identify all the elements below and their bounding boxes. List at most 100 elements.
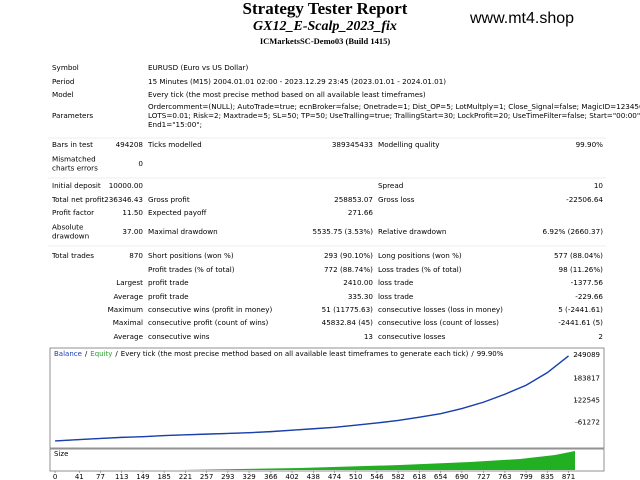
cell-text: Every tick (the most precise method base…	[148, 90, 426, 99]
cell-text: Modelling quality	[378, 140, 440, 149]
cell-text: Ordercomment=(NULL); AutoTrade=true; ecn…	[148, 102, 640, 111]
cell-text: Maximum	[108, 305, 143, 314]
cell-text: -2441.61 (5)	[558, 318, 603, 327]
x-tick-label: 582	[391, 473, 404, 480]
cell-text: Expected payoff	[148, 208, 207, 217]
x-tick-label: 510	[349, 473, 362, 480]
cell-text: 236346.43	[104, 195, 143, 204]
cell-text: consecutive losses	[378, 332, 446, 341]
cell-text: 6.92% (2660.37)	[543, 227, 604, 236]
x-tick-label: 329	[242, 473, 255, 480]
cell-text: Ticks modelled	[147, 140, 202, 149]
x-tick-label: 293	[221, 473, 234, 480]
cell-text: loss trade	[378, 278, 414, 287]
cell-text: Model	[52, 90, 74, 99]
legend-separator: /	[85, 350, 88, 358]
cell-text: loss trade	[378, 292, 414, 301]
report-subtitle: GX12_E-Scalp_2023_fix	[253, 19, 397, 34]
size-label: Size	[54, 450, 68, 458]
cell-text: Average	[113, 332, 143, 341]
cell-text: 2	[598, 332, 603, 341]
server: ICMarketsSC-Demo03 (Build 1415)	[260, 36, 390, 46]
x-tick-label: 366	[264, 473, 278, 480]
cell-text: Total net profit	[51, 195, 104, 204]
cell-text: 15 Minutes (M15) 2004.01.01 02:00 - 2023…	[148, 77, 446, 86]
cell-text: Long positions (won %)	[378, 251, 462, 260]
cell-text: 37.00	[122, 227, 143, 236]
y-tick-label: 122545	[573, 397, 600, 405]
cell-text: EURUSD (Euro vs US Dollar)	[148, 63, 248, 72]
cell-text: 51 (11775.63)	[322, 305, 374, 314]
cell-text: 293 (90.10%)	[324, 251, 373, 260]
cell-text: Bars in test	[52, 140, 93, 149]
cell-text: Mismatched	[52, 155, 96, 164]
legend-entry: Equity	[90, 350, 112, 358]
chart: Balance / Equity / Every tick (the most prec…	[49, 347, 605, 480]
cell-text: Average	[113, 292, 143, 301]
legend: Balance / Equity / Every tick (the most prec…	[54, 350, 504, 358]
cell-text: Loss trades (% of total)	[378, 265, 462, 274]
cell-text: 258853.07	[334, 195, 373, 204]
x-tick-label: 149	[136, 473, 149, 480]
cell-text: drawdown	[52, 232, 89, 241]
cell-text: -22506.64	[566, 195, 603, 204]
x-tick-label: 0	[53, 473, 57, 480]
cell-text: charts errors	[52, 164, 98, 173]
cell-text: Absolute	[52, 223, 84, 232]
cell-text: Parameters	[52, 111, 93, 120]
x-tick-label: 835	[541, 473, 554, 480]
legend-separator: /	[471, 350, 474, 358]
cell-text: 870	[129, 251, 143, 260]
x-tick-label: 654	[434, 473, 448, 480]
x-tick-label: 221	[179, 473, 192, 480]
cell-text: 10000.00	[109, 181, 144, 190]
cell-text: 335.30	[348, 292, 374, 301]
x-tick-label: 690	[455, 473, 468, 480]
cell-text: profit trade	[148, 292, 189, 301]
x-tick-label: 402	[285, 473, 298, 480]
size-area	[180, 451, 575, 470]
legend-separator: /	[115, 350, 118, 358]
cell-text: 98 (11.26%)	[559, 265, 604, 274]
cell-text: consecutive loss (count of losses)	[378, 318, 499, 327]
cell-text: Gross loss	[378, 195, 415, 204]
x-tick-label: 871	[562, 473, 575, 480]
legend-entry: Balance	[54, 350, 82, 358]
cell-text: 45832.84 (45)	[322, 318, 374, 327]
x-tick-label: 763	[498, 473, 511, 480]
cell-text: 772 (88.74%)	[324, 265, 373, 274]
watermark: www.mt4.shop	[469, 10, 574, 27]
cell-text: Profit trades (% of total)	[148, 265, 235, 274]
y-tick-label: 249089	[573, 351, 600, 359]
cell-text: Maximal	[113, 318, 143, 327]
cell-text: profit trade	[148, 278, 189, 287]
cell-text: 11.50	[122, 208, 143, 217]
cell-text: Short positions (won %)	[148, 251, 234, 260]
cell-text: Spread	[378, 181, 403, 190]
cell-text: Maximal drawdown	[148, 227, 218, 236]
x-tick-label: 618	[413, 473, 426, 480]
cell-text: -1377.56	[571, 278, 604, 287]
chart-frame	[49, 347, 605, 449]
legend-quality: 99.90%	[477, 350, 504, 358]
x-tick-label: 113	[115, 473, 128, 480]
x-tick-label: 727	[477, 473, 490, 480]
cell-text: Symbol	[52, 63, 79, 72]
x-tick-label: 799	[519, 473, 532, 480]
cell-text: -229.66	[575, 292, 603, 301]
cell-text: 0	[138, 159, 143, 168]
cell-text: 2410.00	[343, 278, 373, 287]
cell-text: consecutive losses (loss in money)	[378, 305, 503, 314]
cell-text: Profit factor	[52, 208, 94, 217]
y-tick-label: 61272	[578, 419, 600, 427]
x-tick-label: 77	[96, 473, 105, 480]
cell-text: Initial deposit	[52, 181, 101, 190]
x-tick-label: 546	[370, 473, 384, 480]
cell-text: 99.90%	[576, 140, 604, 149]
cell-text: consecutive wins (profit in money)	[148, 305, 272, 314]
cell-text: 5535.75 (3.53%)	[313, 227, 374, 236]
cell-text: 271.66	[348, 208, 374, 217]
cell-text: 577 (88.04%)	[554, 251, 603, 260]
table: Symbol EURUSD (Euro vs US Dollar) Period 15…	[48, 63, 640, 341]
cell-text: consecutive profit (count of wins)	[148, 318, 268, 327]
